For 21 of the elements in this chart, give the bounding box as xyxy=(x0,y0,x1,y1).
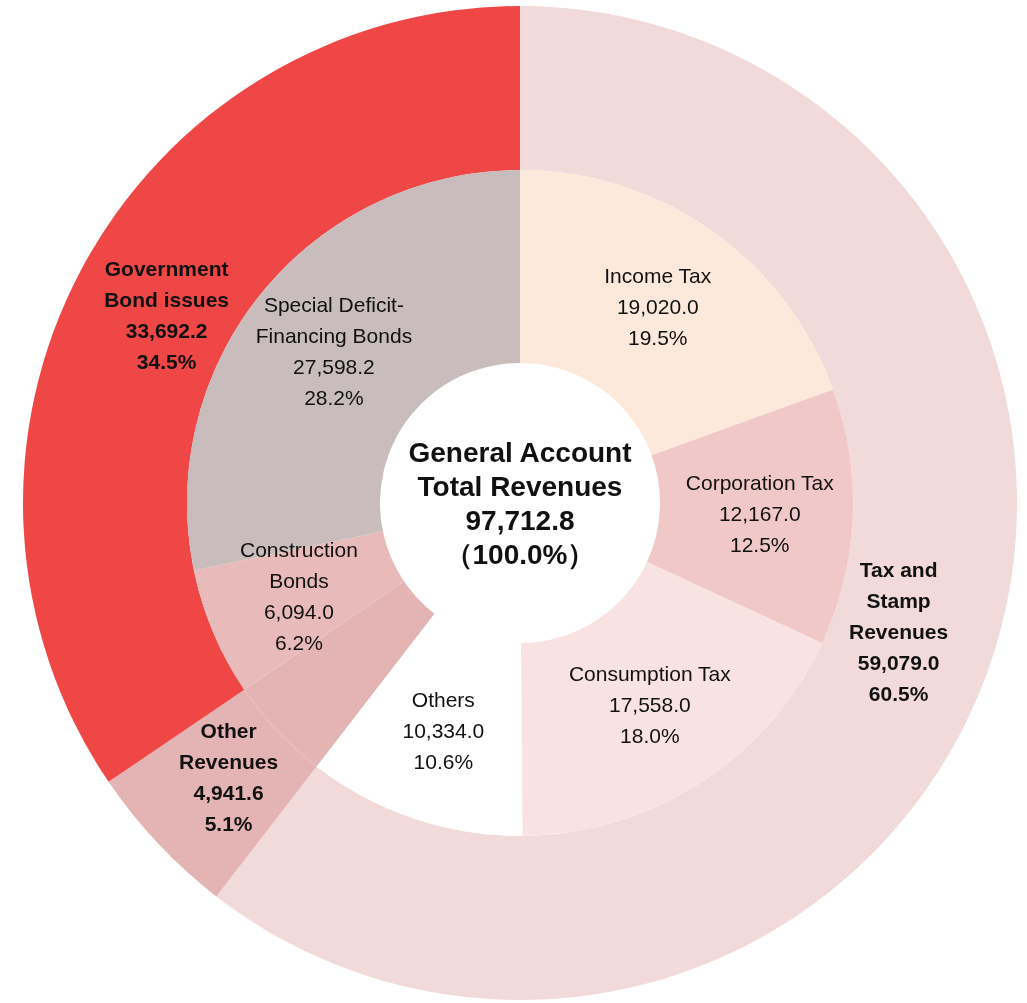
slice-label: Tax and Stamp Revenues xyxy=(848,558,949,644)
slice-label: Others xyxy=(411,687,475,711)
text: General Account Total Revenues xyxy=(408,436,632,502)
slice-label: Special Deficit-Financing Bonds xyxy=(255,293,413,348)
text: 97,712.8 xyxy=(465,504,575,536)
slice-label: Consumption Tax xyxy=(568,662,732,686)
slice-label: Construction Bonds xyxy=(239,538,358,593)
data-label: 12,167.0 12.5% xyxy=(718,501,801,556)
data-label: 33,692.2 34.5% xyxy=(125,319,208,374)
slice-label: Government Bond issues xyxy=(104,257,230,312)
data-label: 4,941.6 5.1% xyxy=(193,780,264,835)
data-label: 59,079.0 60.5% xyxy=(857,651,940,706)
data-label: 6,094.0 6.2% xyxy=(263,600,334,655)
slice-label: Income Tax xyxy=(604,263,712,287)
slice-label: Other Revenues xyxy=(178,718,279,773)
data-label: 10,334.0 10.6% xyxy=(402,718,485,773)
slice-label: Corporation Tax xyxy=(685,470,835,494)
data-label: 17,558.0 18.0% xyxy=(608,693,691,748)
data-label: 19,020.0 19.5% xyxy=(616,294,699,349)
data-label: 27,598.2 28.2% xyxy=(293,355,375,410)
text: （100.0%） xyxy=(444,538,596,570)
